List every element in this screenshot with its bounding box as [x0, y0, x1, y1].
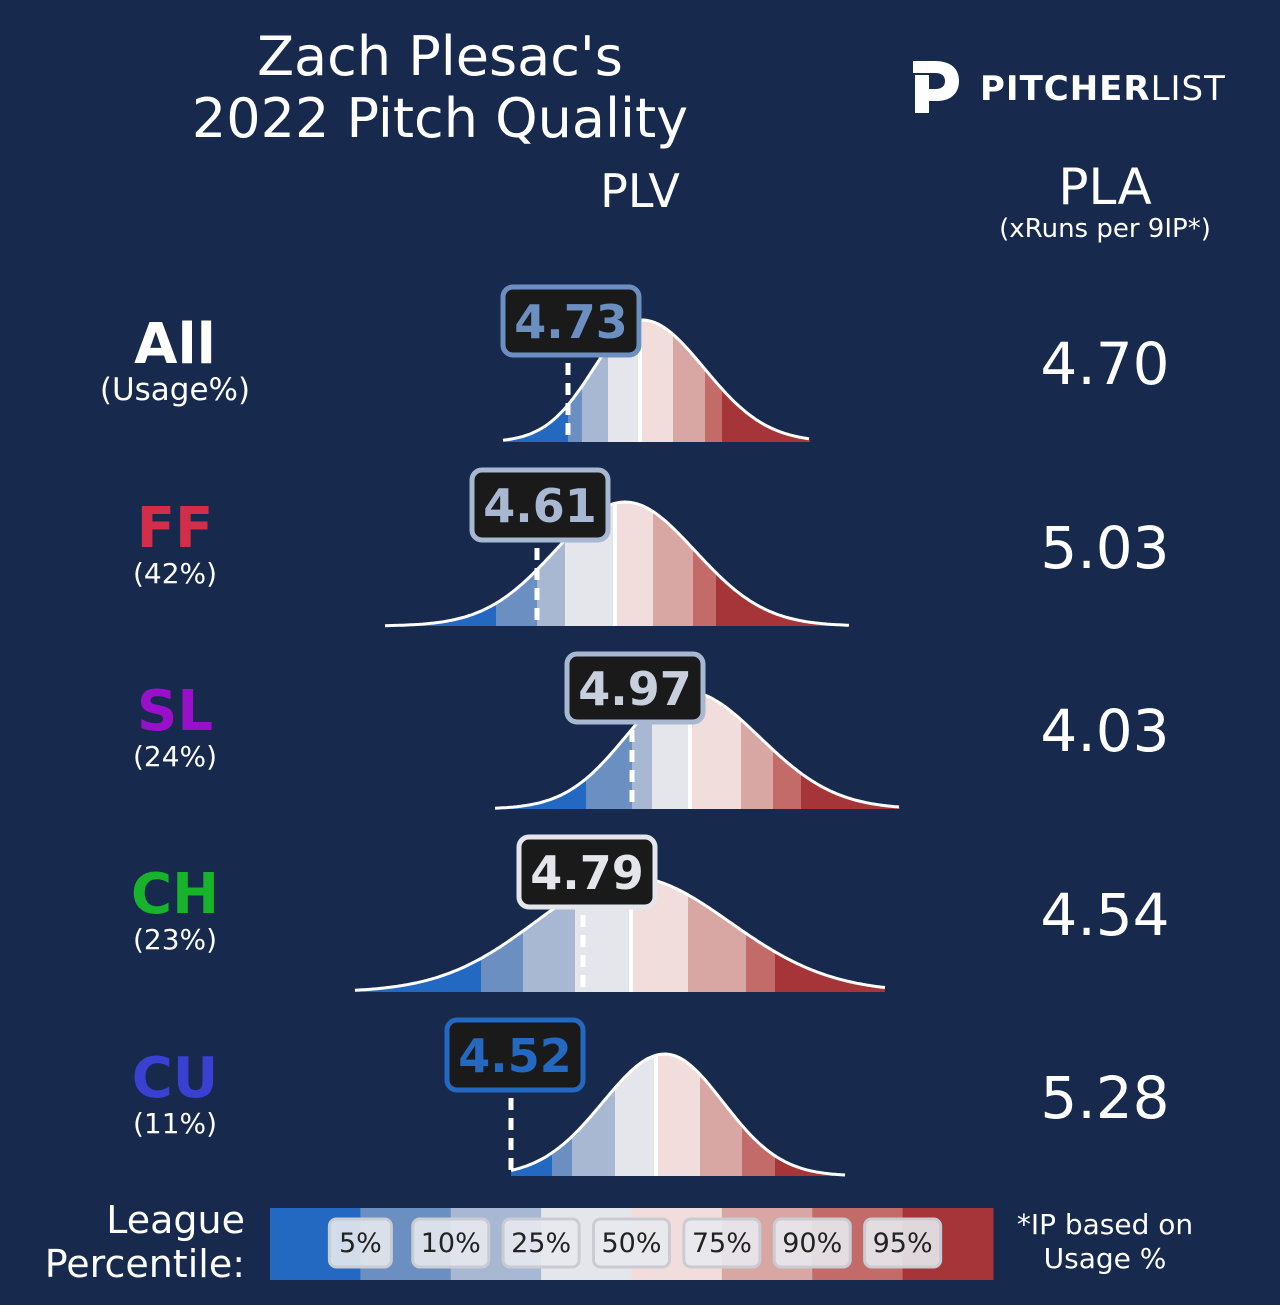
- pla-value-all: 4.70: [1040, 330, 1170, 398]
- density-row-cu: 4.52: [444, 1017, 846, 1177]
- usage-all: (Usage%): [99, 372, 251, 408]
- legend-percentile-chip: [327, 1217, 393, 1269]
- pitcherlist-wordmark: PITCHERLIST: [980, 69, 1226, 109]
- percentile-band: [746, 877, 775, 992]
- percentile-band: [688, 877, 746, 992]
- footnote-line2: Usage %: [1043, 1242, 1167, 1275]
- legend-percentile-chip: [772, 1217, 852, 1269]
- footnote-line1: *IP based on: [1016, 1208, 1194, 1241]
- legend-percentile-label: 5%: [339, 1228, 382, 1259]
- legend-percentile-label: 50%: [601, 1228, 661, 1259]
- percentile-band: [705, 320, 722, 442]
- usage-ff: (42%): [132, 557, 218, 590]
- density-curve: [502, 318, 810, 442]
- pla-value-cu: 5.28: [1040, 1064, 1170, 1132]
- footnote: *IP based on Usage %: [1000, 1208, 1210, 1276]
- density-row-all: 4.73: [500, 284, 810, 442]
- row-label-sl: SL (24%): [40, 683, 310, 773]
- plv-value: 4.52: [458, 1029, 572, 1083]
- density-curve: [510, 1052, 846, 1177]
- legend-bar: 5% 10% 25% 50% 75% 90% 95%: [270, 1208, 994, 1280]
- plv-badge: [564, 651, 706, 725]
- percentile-bands: [385, 502, 850, 626]
- density-row-sl: 4.97: [494, 651, 900, 810]
- percentile-band: [355, 877, 481, 992]
- pla-subheader: (xRuns per 9IP*): [999, 214, 1211, 244]
- plv-badge: [516, 834, 658, 910]
- density-row-ff: 4.61: [384, 467, 850, 628]
- pitch-name-all: All: [134, 312, 216, 377]
- percentile-band: [775, 877, 885, 992]
- pla-value-ff: 5.03: [1040, 514, 1170, 582]
- legend-percentile-label: 95%: [873, 1228, 933, 1259]
- legend-percentile-chip: [682, 1217, 762, 1269]
- plv-value: 4.79: [530, 846, 644, 900]
- pitch-name-ch: CH: [131, 862, 219, 927]
- plv-value: 4.61: [483, 479, 597, 533]
- row-label-ch: CH (23%): [40, 866, 310, 956]
- legend-title-line1: League: [106, 1198, 245, 1242]
- legend-percentile-chip: [411, 1217, 491, 1269]
- percentile-band: [801, 691, 900, 809]
- percentile-band: [656, 1054, 700, 1176]
- plv-badge: [500, 284, 642, 358]
- pitch-name-ff: FF: [136, 496, 214, 561]
- percentile-band: [640, 320, 673, 442]
- row-label-cu: CU (11%): [40, 1050, 310, 1140]
- row-label-all: All (Usage%): [40, 312, 310, 408]
- chart-title-line2: 2022 Pitch Quality: [191, 87, 689, 150]
- usage-sl: (24%): [132, 740, 218, 773]
- usage-ch: (23%): [132, 923, 218, 956]
- plv-badge: [444, 1017, 586, 1093]
- plv-value: 4.97: [578, 662, 692, 716]
- legend-percentile-chip: [501, 1217, 581, 1269]
- percentile-band: [615, 502, 653, 626]
- pitch-name-sl: SL: [136, 679, 213, 744]
- chart-title-line1: Zach Plesac's: [257, 25, 623, 88]
- legend-title: League Percentile:: [30, 1198, 245, 1286]
- plv-badge: [469, 467, 611, 543]
- percentile-band: [716, 502, 850, 626]
- logo-brand-light: LIST: [1150, 69, 1226, 109]
- pla-value-sl: 4.03: [1040, 697, 1170, 765]
- legend-title-line2: Percentile:: [44, 1242, 245, 1286]
- legend-percentile-label: 75%: [692, 1228, 752, 1259]
- percentile-band: [742, 1054, 775, 1176]
- plv-value: 4.73: [514, 295, 628, 349]
- pitcherlist-logo: PITCHERLIST: [905, 55, 1225, 119]
- legend-percentile-chip: [863, 1217, 943, 1269]
- legend-percentile-label: 90%: [782, 1228, 842, 1259]
- legend-percentile-label: 25%: [511, 1228, 571, 1259]
- pitcherlist-p-icon: [913, 61, 959, 113]
- percentile-band: [773, 691, 801, 809]
- legend-percentile-label: 10%: [421, 1228, 481, 1259]
- percentile-band: [700, 1054, 742, 1176]
- pla-value-ch: 4.54: [1040, 881, 1170, 949]
- percentile-band: [722, 320, 810, 442]
- logo-brand-bold: PITCHER: [980, 69, 1151, 109]
- density-curve: [384, 500, 850, 628]
- chart-title: Zach Plesac's 2022 Pitch Quality: [140, 26, 740, 150]
- density-row-ch: 4.79: [354, 834, 886, 992]
- plv-header: PLV: [600, 164, 680, 218]
- percentile-band: [653, 502, 693, 626]
- percentile-band: [775, 1054, 845, 1176]
- percentile-band: [673, 320, 705, 442]
- legend-percentile-chip: [592, 1217, 671, 1269]
- row-label-ff: FF (42%): [40, 500, 310, 590]
- usage-cu: (11%): [132, 1107, 218, 1140]
- pitch-name-cu: CU: [131, 1046, 219, 1111]
- pla-header: PLA: [1058, 158, 1152, 216]
- percentile-band: [615, 1054, 656, 1176]
